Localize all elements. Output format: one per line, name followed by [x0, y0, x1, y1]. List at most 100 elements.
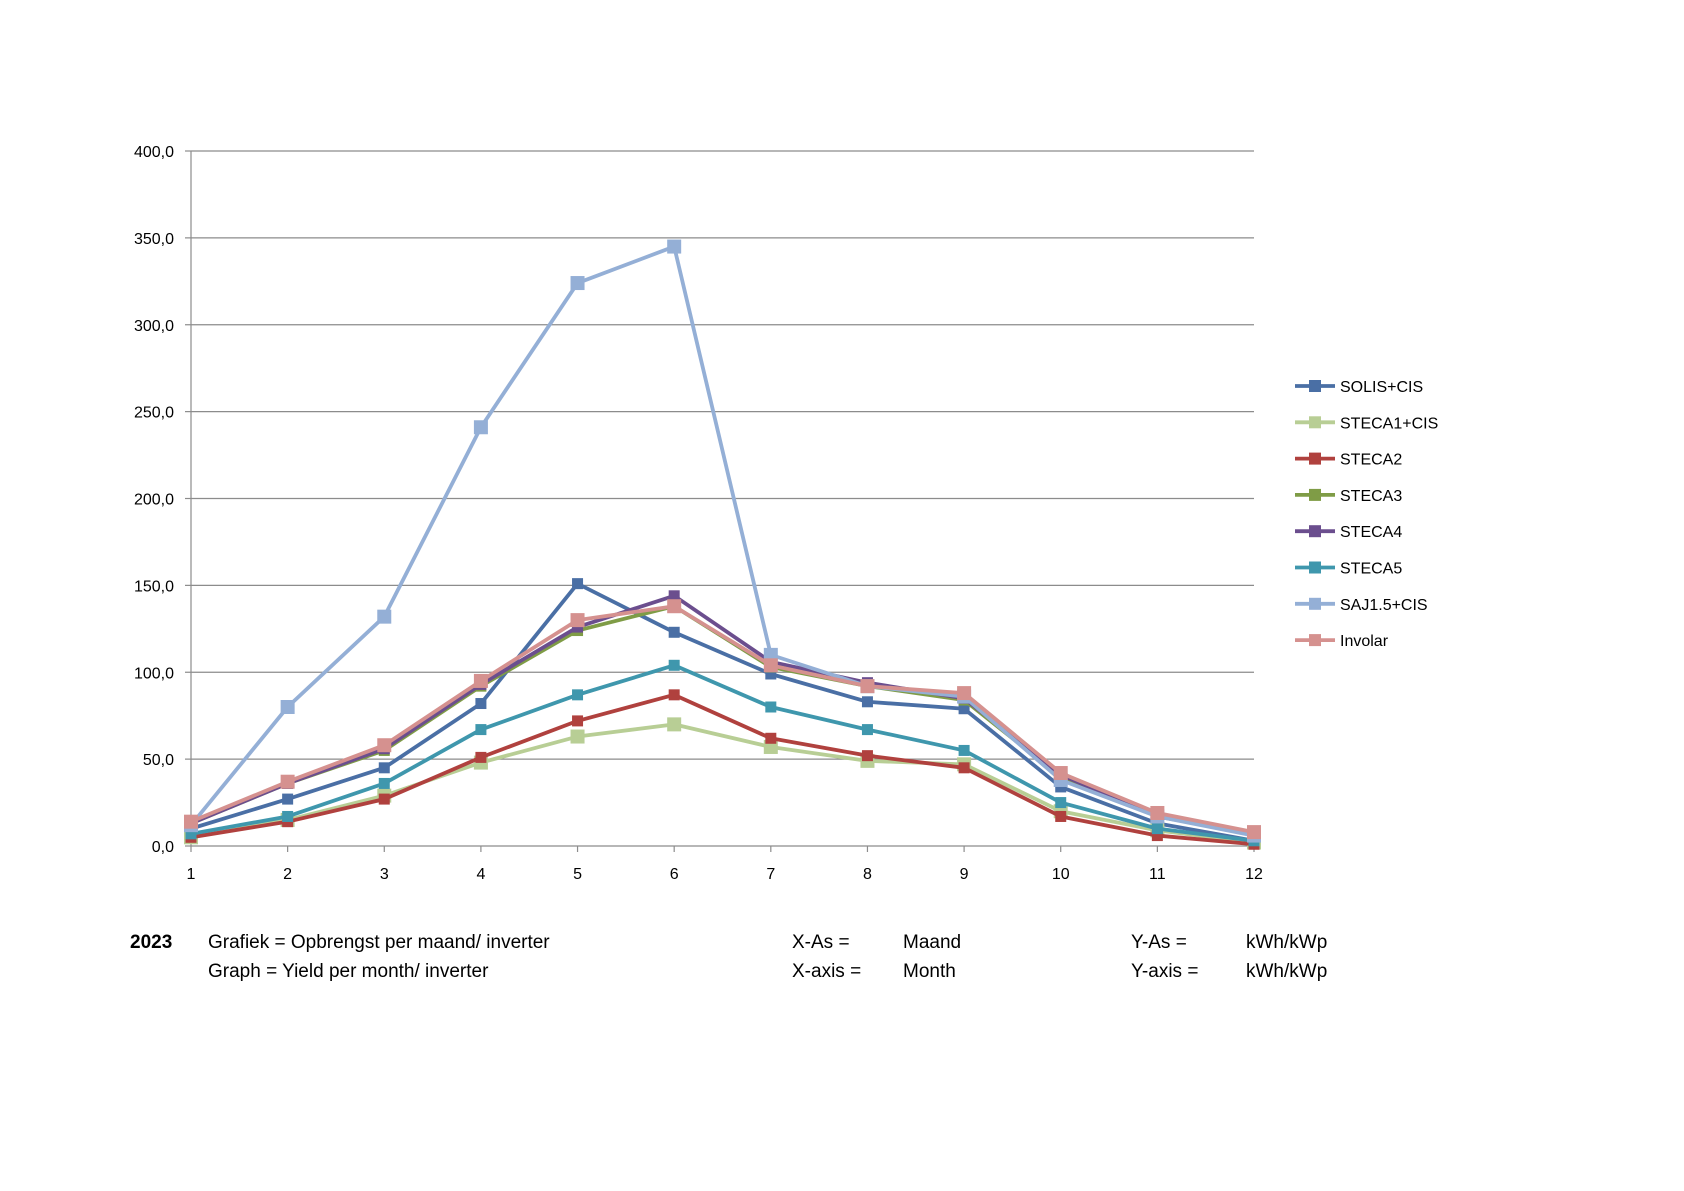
- caption-y-value-nl: kWh/kWp: [1246, 932, 1328, 953]
- series-line: [190, 692, 1255, 847]
- data-point: [185, 828, 197, 840]
- legend-label: Involar: [1340, 633, 1389, 650]
- legend-label: STECA4: [1340, 524, 1402, 541]
- caption-year: 2023: [130, 932, 173, 953]
- x-tick-label: 7: [766, 866, 775, 883]
- data-point: [572, 578, 584, 590]
- legend-entry: STECA2: [1295, 452, 1402, 469]
- data-point: [280, 700, 295, 714]
- legend-marker: [1309, 561, 1321, 574]
- series-line: [190, 604, 1255, 834]
- axes: [185, 150, 1255, 852]
- y-tick-label: 400,0: [134, 144, 174, 161]
- legend-label: STECA1+CIS: [1340, 415, 1438, 432]
- data-point: [958, 703, 970, 715]
- series-line: [190, 663, 1255, 843]
- data-point: [667, 599, 682, 614]
- legend-marker: [1309, 597, 1321, 610]
- data-point: [475, 698, 487, 710]
- y-axis-tick-labels: 0,0 50,0 100,0 150,0 200,0 250,0 300,0 350,0 400…: [134, 144, 174, 856]
- data-point: [668, 689, 680, 701]
- series-steca1-cis: [184, 717, 1261, 850]
- legend-entry: Involar: [1295, 633, 1389, 650]
- data-point: [958, 744, 970, 756]
- x-tick-label: 10: [1052, 866, 1070, 883]
- y-tick-label: 250,0: [134, 405, 174, 422]
- y-tick-label: 50,0: [143, 752, 174, 769]
- y-tick-label: 300,0: [134, 318, 174, 335]
- data-point: [282, 793, 294, 805]
- x-tick-label: 1: [187, 866, 196, 883]
- legend-entry: STECA3: [1295, 488, 1402, 505]
- legend-entry: SAJ1.5+CIS: [1295, 597, 1428, 614]
- data-point: [958, 762, 970, 774]
- legend-entry: SOLIS+CIS: [1295, 379, 1423, 396]
- data-point: [1053, 766, 1068, 781]
- data-point: [1151, 830, 1163, 842]
- series-steca2: [185, 689, 1260, 850]
- legend-label: SAJ1.5+CIS: [1340, 597, 1428, 614]
- data-point: [473, 673, 488, 688]
- legend-marker: [1309, 488, 1321, 501]
- legend-marker: [1309, 380, 1321, 392]
- data-point: [475, 724, 487, 736]
- series-line: [190, 581, 1255, 843]
- data-point: [473, 420, 488, 435]
- caption-description-en: Graph = Yield per month/ inverter: [208, 961, 489, 982]
- caption-x-value-nl: Maand: [903, 932, 962, 953]
- data-point: [1150, 805, 1165, 820]
- caption-x-value-en: Month: [903, 961, 956, 982]
- series-involar: [184, 599, 1261, 840]
- data-point: [378, 793, 390, 805]
- line-chart: 0,0 50,0 100,0 150,0 200,0 250,0 300,0 350,0 400…: [134, 144, 1438, 883]
- data-point: [184, 814, 198, 829]
- caption-y-key-en: Y-axis =: [1131, 961, 1199, 982]
- series-saj1-5-cis: [184, 239, 1261, 843]
- series-line: [189, 244, 1255, 838]
- x-tick-label: 9: [960, 866, 969, 883]
- data-point: [1151, 823, 1163, 835]
- data-point: [765, 668, 777, 680]
- caption-x-key-en: X-axis =: [792, 961, 862, 982]
- data-point: [570, 276, 585, 291]
- data-point: [1055, 810, 1067, 822]
- legend-entry: STECA4: [1295, 524, 1402, 541]
- data-point: [765, 732, 777, 744]
- y-tick-label: 200,0: [134, 492, 174, 509]
- y-tick-label: 350,0: [134, 231, 174, 248]
- legend-marker: [1309, 452, 1321, 465]
- data-point: [957, 686, 972, 701]
- data-point: [572, 689, 584, 701]
- data-point: [860, 679, 875, 694]
- caption-x-key-nl: X-As =: [792, 932, 850, 953]
- series-lines: [184, 239, 1261, 850]
- legend: SOLIS+CIS STECA1+CIS STECA2 STECA3 STECA4 STE…: [1295, 379, 1438, 650]
- data-point: [378, 762, 390, 774]
- y-tick-label: 100,0: [134, 665, 174, 682]
- legend-label: STECA3: [1340, 488, 1402, 505]
- x-tick-label: 5: [573, 866, 582, 883]
- data-point: [763, 658, 778, 673]
- legend-label: STECA5: [1340, 561, 1402, 578]
- data-point: [861, 750, 873, 762]
- caption-description-nl: Grafiek = Opbrengst per maand/ inverter: [208, 932, 550, 953]
- data-point: [667, 239, 682, 254]
- data-point: [1247, 825, 1261, 840]
- data-point: [570, 729, 585, 744]
- data-point: [377, 738, 392, 753]
- data-point: [668, 659, 680, 671]
- y-tick-label: 0,0: [152, 839, 174, 856]
- x-tick-label: 4: [476, 866, 485, 883]
- data-point: [378, 777, 390, 789]
- x-axis-tick-labels: 1 2 3 4 5 6 7 8 9 10 11 12: [187, 866, 1263, 883]
- x-tick-label: 11: [1149, 866, 1166, 883]
- legend-entry: STECA5: [1295, 561, 1402, 578]
- series-line: [190, 722, 1255, 845]
- x-tick-label: 6: [670, 866, 679, 883]
- data-point: [282, 810, 294, 822]
- x-tick-label: 3: [380, 866, 389, 883]
- y-tick-label: 150,0: [134, 578, 174, 595]
- x-tick-label: 2: [283, 866, 292, 883]
- data-point: [280, 774, 295, 789]
- x-tick-label: 8: [863, 866, 872, 883]
